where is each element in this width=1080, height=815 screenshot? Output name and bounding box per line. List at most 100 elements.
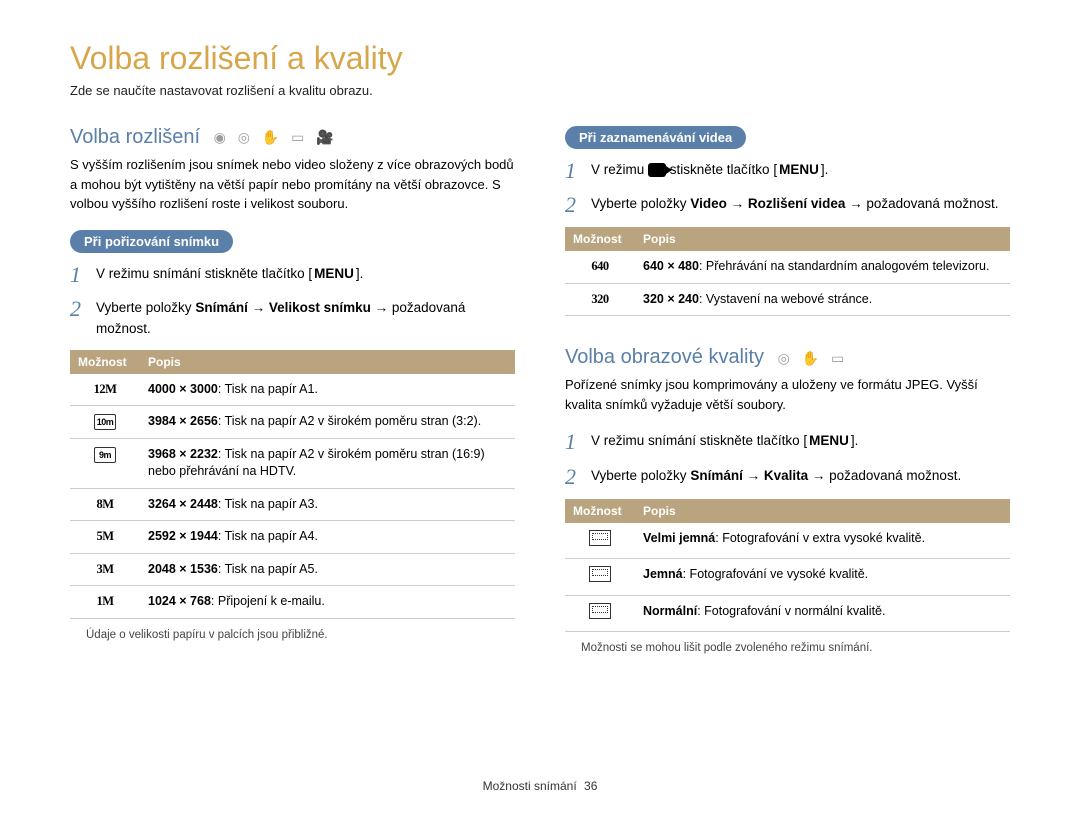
v2-post: požadovaná možnost. bbox=[863, 196, 999, 211]
resolution-intro: S vyšším rozlišením jsou snímek nebo vid… bbox=[70, 155, 515, 214]
res-bold: 1024 × 768 bbox=[148, 594, 211, 608]
table-row: 9m3968 × 2232: Tisk na papír A2 v široké… bbox=[70, 438, 515, 488]
section-resolution-heading: Volba rozlišení ◉ ◎ ✋ ▭ 🎥 bbox=[70, 126, 515, 149]
section-quality-label: Volba obrazové kvality bbox=[565, 346, 764, 368]
step-num-v1: 1 bbox=[565, 159, 591, 183]
opt-cell: 8M bbox=[70, 488, 140, 521]
opt-cell: 12M bbox=[70, 374, 140, 406]
quality-table: Možnost Popis Velmi jemná: Fotografování… bbox=[565, 499, 1010, 633]
pill-photo: Při pořizování snímku bbox=[70, 230, 233, 253]
th-option: Možnost bbox=[565, 227, 635, 251]
opt-cell: 1M bbox=[70, 586, 140, 619]
step-v1: 1 V režimu stiskněte tlačítko MENU bbox=[565, 159, 1010, 183]
res-text: : Tisk na papír A4. bbox=[218, 529, 318, 543]
table-row: 3M 2048 × 1536: Tisk na papír A5. bbox=[70, 553, 515, 586]
res-text: : Připojení k e-mailu. bbox=[211, 594, 325, 608]
th-option: Možnost bbox=[70, 350, 140, 374]
right-column: Při zaznamenávání videa 1 V režimu stisk… bbox=[565, 126, 1010, 654]
res-bold: 4000 × 3000 bbox=[148, 382, 218, 396]
opt-cell: 320 bbox=[565, 283, 635, 316]
step-num-1: 1 bbox=[70, 263, 96, 287]
quality-superfine-icon bbox=[589, 530, 611, 546]
table-row: Jemná: Fotografování ve vysoké kvalitě. bbox=[565, 559, 1010, 596]
mode-icons: ◉ ◎ ✋ ▭ 🎥 bbox=[214, 129, 338, 146]
q-bold: Normální bbox=[643, 604, 697, 618]
res-bold: 2592 × 1944 bbox=[148, 529, 218, 543]
quality-fine-icon bbox=[589, 566, 611, 582]
step-v2: 2 Vyberte položky Video → Rozlišení vide… bbox=[565, 193, 1010, 217]
res-text: : Tisk na papír A1. bbox=[218, 382, 318, 396]
step-num-v2: 2 bbox=[565, 193, 591, 217]
step-num-2: 2 bbox=[70, 297, 96, 340]
note-quality-options: Možnosti se mohou lišit podle zvoleného … bbox=[565, 642, 1010, 654]
q-text: : Fotografování v extra vysoké kvalitě. bbox=[715, 531, 925, 545]
v2-bold: Video → Rozlišení videa → bbox=[690, 196, 862, 211]
step-num-q1: 1 bbox=[565, 430, 591, 454]
res-text: : Tisk na papír A3. bbox=[218, 497, 318, 511]
q-bold: Velmi jemná bbox=[643, 531, 715, 545]
menu-button-text: MENU bbox=[777, 159, 821, 181]
video-res-table: Možnost Popis 640640 × 480: Přehrávání n… bbox=[565, 227, 1010, 316]
th-option: Možnost bbox=[565, 499, 635, 523]
q1-text: V režimu snímání stiskněte tlačítko bbox=[591, 433, 803, 448]
opt-cell: 5M bbox=[70, 521, 140, 554]
res-bold: 3984 × 2656 bbox=[148, 414, 218, 428]
step-num-q2: 2 bbox=[565, 465, 591, 489]
q2-bold: Snímání → Kvalita → bbox=[690, 468, 825, 483]
q-bold: Jemná bbox=[643, 567, 683, 581]
q-text: : Fotografování v normální kvalitě. bbox=[697, 604, 885, 618]
res-text: : Tisk na papír A5. bbox=[218, 562, 318, 576]
table-row: Normální: Fotografování v normální kvali… bbox=[565, 595, 1010, 632]
table-row: 5M 2592 × 1944: Tisk na papír A4. bbox=[70, 521, 515, 554]
res-icon: 10m bbox=[94, 414, 116, 430]
table-row: 1M 1024 × 768: Připojení k e-mailu. bbox=[70, 586, 515, 619]
res-bold: 3968 × 2232 bbox=[148, 447, 218, 461]
page-title: Volba rozlišení a kvality bbox=[70, 40, 1010, 77]
res-bold: 2048 × 1536 bbox=[148, 562, 218, 576]
table-row: 10m 3984 × 2656: Tisk na papír A2 v širok… bbox=[70, 406, 515, 439]
table-row: 640640 × 480: Přehrávání na standardním … bbox=[565, 251, 1010, 283]
table-row: 8M 3264 × 2448: Tisk na papír A3. bbox=[70, 488, 515, 521]
menu-button-text: MENU bbox=[312, 263, 356, 285]
section-quality-heading: Volba obrazové kvality ◎ ✋ ▭ bbox=[565, 346, 1010, 369]
step-q2: 2 Vyberte položky Snímání → Kvalita → po… bbox=[565, 465, 1010, 489]
v1-pre: V režimu bbox=[591, 162, 648, 177]
res-text: : Přehrávání na standardním analogovém t… bbox=[699, 259, 989, 273]
opt-cell: 3M bbox=[70, 553, 140, 586]
res-icon: 9m bbox=[94, 447, 116, 463]
v1-post: stiskněte tlačítko bbox=[666, 162, 773, 177]
resolution-table: Možnost Popis 12M4000 × 3000: Tisk na pa… bbox=[70, 350, 515, 619]
opt-cell: 640 bbox=[565, 251, 635, 283]
q-text: : Fotografování ve vysoké kvalitě. bbox=[683, 567, 869, 581]
pill-video: Při zaznamenávání videa bbox=[565, 126, 746, 149]
q2-pre: Vyberte položky bbox=[591, 468, 690, 483]
step-q1: 1 V režimu snímání stiskněte tlačítko ME… bbox=[565, 430, 1010, 454]
step-2: 2 Vyberte položky Snímání → Velikost sní… bbox=[70, 297, 515, 340]
res-text: : Tisk na papír A2 v širokém poměru stra… bbox=[218, 414, 481, 428]
page-number: 36 bbox=[584, 779, 597, 793]
res-bold: 320 × 240 bbox=[643, 292, 699, 306]
step1-text: V režimu snímání stiskněte tlačítko bbox=[96, 266, 308, 281]
v2-pre: Vyberte položky bbox=[591, 196, 690, 211]
table-row: 12M 4000 × 3000: Tisk na papír A1. bbox=[70, 374, 515, 406]
footer-text: Možnosti snímání bbox=[483, 779, 577, 793]
video-mode-icon bbox=[648, 163, 666, 177]
table-row: 320320 × 240: Vystavení na webové stránc… bbox=[565, 283, 1010, 316]
table-row: Velmi jemná: Fotografování v extra vysok… bbox=[565, 523, 1010, 559]
th-desc: Popis bbox=[635, 227, 1010, 251]
menu-button-text: MENU bbox=[807, 430, 851, 452]
quality-intro: Pořízené snímky jsou komprimovány a ulož… bbox=[565, 375, 1010, 414]
step2-pre: Vyberte položky bbox=[96, 300, 195, 315]
step-1: 1 V režimu snímání stiskněte tlačítko ME… bbox=[70, 263, 515, 287]
left-column: Volba rozlišení ◉ ◎ ✋ ▭ 🎥 S vyšším rozli… bbox=[70, 126, 515, 654]
res-bold: 3264 × 2448 bbox=[148, 497, 218, 511]
section-resolution-label: Volba rozlišení bbox=[70, 126, 200, 148]
quality-normal-icon bbox=[589, 603, 611, 619]
th-desc: Popis bbox=[635, 499, 1010, 523]
page-subtitle: Zde se naučíte nastavovat rozlišení a kv… bbox=[70, 83, 1010, 98]
step2-bold: Snímání → Velikost snímku → bbox=[195, 300, 388, 315]
q2-post: požadovaná možnost. bbox=[825, 468, 961, 483]
note-paper-sizes: Údaje o velikosti papíru v palcích jsou … bbox=[70, 629, 515, 641]
mode-icons: ◎ ✋ ▭ bbox=[778, 350, 849, 367]
page-footer: Možnosti snímání 36 bbox=[0, 779, 1080, 793]
